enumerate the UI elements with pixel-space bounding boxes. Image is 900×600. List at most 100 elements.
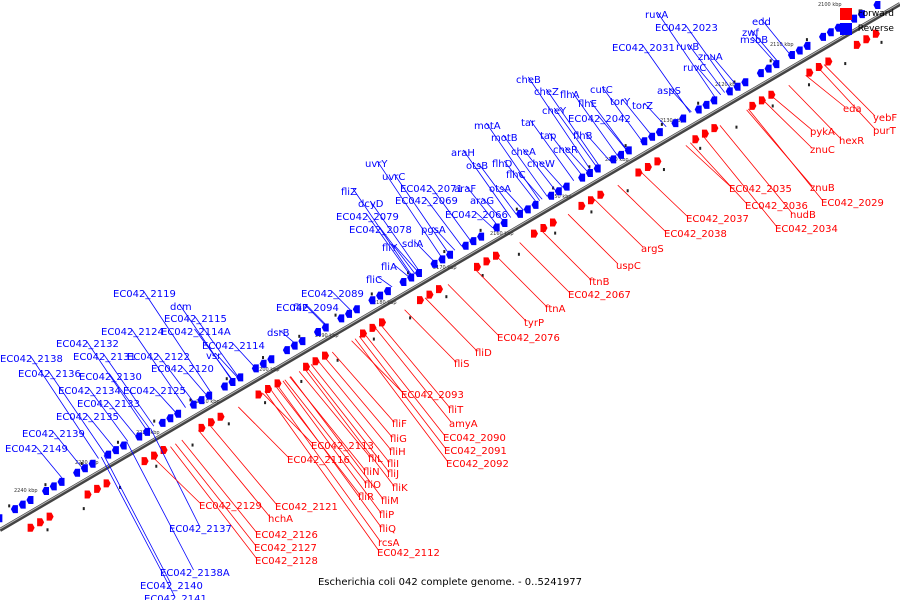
forward-gene-label-flif[interactable]: fliF xyxy=(392,419,407,430)
reverse-gene-arrow[interactable] xyxy=(430,259,438,268)
forward-gene-arrow[interactable] xyxy=(37,518,45,527)
forward-gene-label-ec042-2126[interactable]: EC042_2126 xyxy=(255,530,318,541)
forward-gene-arrow[interactable] xyxy=(530,229,538,238)
reverse-gene-arrow[interactable] xyxy=(578,173,586,182)
reverse-gene-label-ec042-2042[interactable]: EC042_2042 xyxy=(568,114,631,125)
reverse-gene-label-ec042-2130[interactable]: EC042_2130 xyxy=(79,372,142,383)
reverse-gene-label-ec042-2120[interactable]: EC042_2120 xyxy=(151,364,214,375)
forward-gene-label-ec042-2067[interactable]: EC042_2067 xyxy=(568,290,631,301)
forward-gene-label-ec042-2091[interactable]: EC042_2091 xyxy=(444,446,507,457)
forward-gene-arrow[interactable] xyxy=(141,457,149,466)
reverse-gene-arrow[interactable] xyxy=(640,137,648,146)
reverse-gene-arrow[interactable] xyxy=(368,296,376,305)
reverse-gene-label-ruvc[interactable]: ruvC xyxy=(683,63,706,74)
forward-gene-arrow[interactable] xyxy=(815,63,823,72)
reverse-gene-label-ruva[interactable]: ruvA xyxy=(645,10,668,21)
reverse-gene-arrow[interactable] xyxy=(111,446,119,455)
reverse-gene-arrow[interactable] xyxy=(236,373,244,382)
reverse-gene-arrow[interactable] xyxy=(0,514,3,523)
reverse-gene-label-flia[interactable]: fliA xyxy=(381,262,397,273)
forward-gene-label-ec042-2113[interactable]: EC042_2113 xyxy=(311,441,374,452)
reverse-gene-label-mota[interactable]: motA xyxy=(474,121,501,132)
reverse-gene-label-flha[interactable]: flhA xyxy=(560,90,580,101)
reverse-gene-arrow[interactable] xyxy=(648,132,656,141)
reverse-gene-label-flhb[interactable]: flhB xyxy=(573,131,593,142)
forward-gene-arrow[interactable] xyxy=(711,124,719,133)
forward-gene-label-flig[interactable]: fliG xyxy=(390,434,407,445)
forward-gene-label-rcsa[interactable]: rcsA xyxy=(378,538,400,549)
forward-gene-label-flis[interactable]: fliS xyxy=(454,359,469,370)
forward-gene-label-flip[interactable]: fliP xyxy=(379,510,394,521)
reverse-gene-arrow[interactable] xyxy=(826,28,834,37)
reverse-gene-arrow[interactable] xyxy=(531,200,539,209)
reverse-gene-arrow[interactable] xyxy=(523,205,531,214)
reverse-gene-label-dsrb[interactable]: dsrB xyxy=(267,328,290,339)
forward-gene-arrow[interactable] xyxy=(768,90,776,99)
reverse-gene-arrow[interactable] xyxy=(461,241,469,250)
reverse-gene-label-ec042-2079[interactable]: EC042_2079 xyxy=(336,212,399,223)
reverse-gene-arrow[interactable] xyxy=(197,396,205,405)
reverse-gene-arrow[interactable] xyxy=(795,46,803,55)
reverse-gene-label-ec042-2131[interactable]: EC042_2131 xyxy=(73,352,136,363)
reverse-gene-label-asps[interactable]: aspS xyxy=(657,86,681,97)
reverse-gene-arrow[interactable] xyxy=(10,505,18,514)
reverse-gene-label-chea[interactable]: cheA xyxy=(511,147,536,158)
forward-gene-label-ec042-2076[interactable]: EC042_2076 xyxy=(497,333,560,344)
reverse-gene-arrow[interactable] xyxy=(446,250,454,259)
reverse-gene-label-dcyd[interactable]: dcyD xyxy=(358,199,384,210)
reverse-gene-arrow[interactable] xyxy=(166,414,174,423)
reverse-gene-arrow[interactable] xyxy=(477,232,485,241)
forward-gene-arrow[interactable] xyxy=(46,512,54,521)
reverse-gene-label-flhc[interactable]: flhC xyxy=(506,170,526,181)
forward-gene-arrow[interactable] xyxy=(635,168,643,177)
reverse-gene-label-motb[interactable]: motB xyxy=(491,133,518,144)
reverse-gene-arrow[interactable] xyxy=(562,182,570,191)
reverse-gene-label-arag[interactable]: araG xyxy=(470,196,494,207)
reverse-gene-label-ec042-2071[interactable]: EC042_2071 xyxy=(400,184,463,195)
reverse-gene-arrow[interactable] xyxy=(756,69,764,78)
forward-gene-arrow[interactable] xyxy=(540,224,548,233)
forward-gene-arrow[interactable] xyxy=(806,68,814,77)
reverse-gene-arrow[interactable] xyxy=(135,432,143,441)
reverse-gene-label-ec042-2137[interactable]: EC042_2137 xyxy=(169,524,232,535)
forward-gene-arrow[interactable] xyxy=(863,35,871,44)
forward-gene-arrow[interactable] xyxy=(417,296,425,305)
reverse-gene-arrow[interactable] xyxy=(819,32,827,41)
reverse-gene-arrow[interactable] xyxy=(158,418,166,427)
reverse-gene-label-dcm[interactable]: dcm xyxy=(170,302,192,313)
reverse-gene-arrow[interactable] xyxy=(873,1,881,10)
reverse-gene-arrow[interactable] xyxy=(282,346,290,355)
forward-gene-label-ec042-2029[interactable]: EC042_2029 xyxy=(821,198,884,209)
reverse-gene-arrow[interactable] xyxy=(57,477,65,486)
forward-gene-label-ec042-2090[interactable]: EC042_2090 xyxy=(443,433,506,444)
forward-gene-label-ec042-2035[interactable]: EC042_2035 xyxy=(729,184,792,195)
forward-gene-arrow[interactable] xyxy=(644,162,652,171)
reverse-gene-label-ec042-2114[interactable]: EC042_2114 xyxy=(202,341,265,352)
reverse-gene-label-ec042-2136[interactable]: EC042_2136 xyxy=(18,369,81,380)
reverse-gene-arrow[interactable] xyxy=(850,14,858,23)
reverse-gene-label-flic[interactable]: fliC xyxy=(366,275,382,286)
forward-gene-label-args[interactable]: argS xyxy=(641,244,664,255)
reverse-gene-label-ec042-2125[interactable]: EC042_2125 xyxy=(123,386,186,397)
forward-gene-arrow[interactable] xyxy=(27,523,35,532)
reverse-gene-label-ec042-2119[interactable]: EC042_2119 xyxy=(113,289,176,300)
reverse-gene-label-tap[interactable]: tap xyxy=(540,131,556,142)
reverse-gene-arrow[interactable] xyxy=(49,482,57,491)
reverse-gene-arrow[interactable] xyxy=(313,328,321,337)
reverse-gene-label-sdia[interactable]: sdiA xyxy=(402,239,423,250)
reverse-gene-arrow[interactable] xyxy=(438,255,446,264)
reverse-gene-arrow[interactable] xyxy=(772,60,780,69)
forward-gene-label-flin[interactable]: fliN xyxy=(363,467,380,478)
reverse-gene-arrow[interactable] xyxy=(741,78,749,87)
forward-gene-arrow[interactable] xyxy=(749,101,757,110)
reverse-gene-label-fliy[interactable]: fliY xyxy=(382,243,398,254)
reverse-gene-arrow[interactable] xyxy=(515,209,523,218)
forward-gene-label-ec042-2121[interactable]: EC042_2121 xyxy=(275,502,338,513)
forward-gene-arrow[interactable] xyxy=(274,379,282,388)
forward-gene-label-ec042-2112[interactable]: EC042_2112 xyxy=(377,548,440,559)
forward-gene-label-amya[interactable]: amyA xyxy=(449,419,478,430)
reverse-gene-arrow[interactable] xyxy=(298,337,306,346)
forward-gene-arrow[interactable] xyxy=(312,357,320,366)
forward-gene-label-fliq[interactable]: fliQ xyxy=(379,524,396,535)
reverse-gene-label-ec042-2089[interactable]: EC042_2089 xyxy=(301,289,364,300)
